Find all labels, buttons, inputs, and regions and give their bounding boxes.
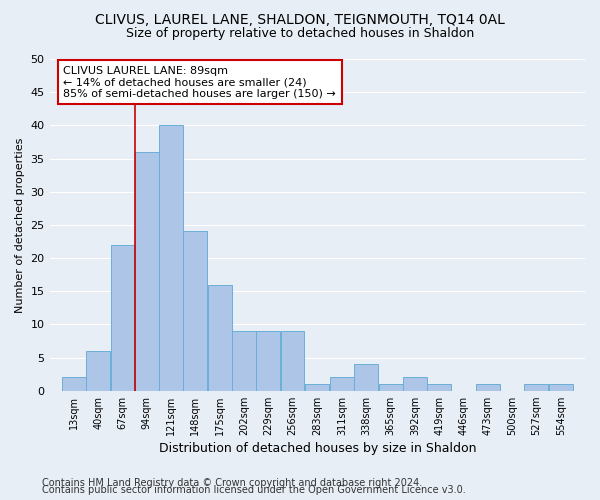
Bar	[256, 331, 280, 390]
Bar	[549, 384, 572, 390]
Text: Contains public sector information licensed under the Open Government Licence v3: Contains public sector information licen…	[42, 485, 466, 495]
Bar	[355, 364, 378, 390]
Text: CLIVUS LAUREL LANE: 89sqm
← 14% of detached houses are smaller (24)
85% of semi-: CLIVUS LAUREL LANE: 89sqm ← 14% of detac…	[64, 66, 336, 99]
Bar	[305, 384, 329, 390]
Bar	[208, 284, 232, 391]
Bar	[330, 378, 354, 390]
Bar	[62, 378, 86, 390]
Text: CLIVUS, LAUREL LANE, SHALDON, TEIGNMOUTH, TQ14 0AL: CLIVUS, LAUREL LANE, SHALDON, TEIGNMOUTH…	[95, 12, 505, 26]
Bar	[110, 244, 134, 390]
Y-axis label: Number of detached properties: Number of detached properties	[15, 137, 25, 312]
Bar	[403, 378, 427, 390]
Text: Contains HM Land Registry data © Crown copyright and database right 2024.: Contains HM Land Registry data © Crown c…	[42, 478, 422, 488]
Bar	[159, 126, 183, 390]
Bar	[379, 384, 403, 390]
Bar	[184, 232, 207, 390]
Bar	[427, 384, 451, 390]
Bar	[476, 384, 500, 390]
Bar	[281, 331, 304, 390]
X-axis label: Distribution of detached houses by size in Shaldon: Distribution of detached houses by size …	[158, 442, 476, 455]
Bar	[524, 384, 548, 390]
Bar	[86, 351, 110, 391]
Bar	[135, 152, 158, 390]
Text: Size of property relative to detached houses in Shaldon: Size of property relative to detached ho…	[126, 28, 474, 40]
Bar	[232, 331, 256, 390]
